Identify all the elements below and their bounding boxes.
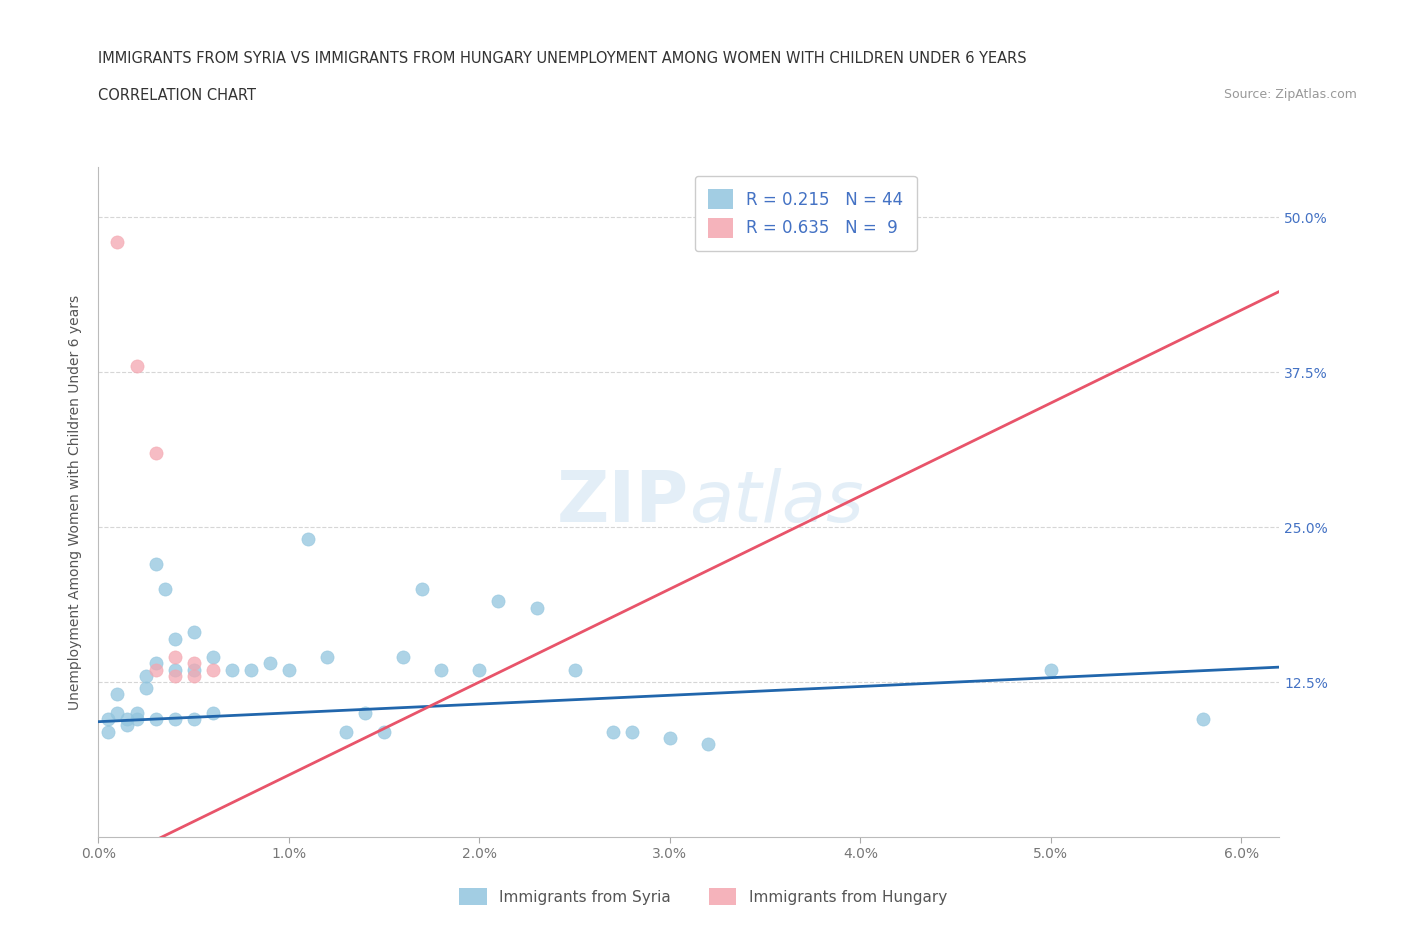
- Point: [221, 662, 243, 677]
- Point: [468, 662, 491, 677]
- Point: [620, 724, 643, 739]
- Legend: R = 0.215   N = 44, R = 0.635   N =  9: R = 0.215 N = 44, R = 0.635 N = 9: [695, 176, 917, 251]
- Point: [430, 662, 453, 677]
- Point: [697, 737, 720, 751]
- Point: [354, 706, 377, 721]
- Point: [392, 650, 415, 665]
- Point: [183, 656, 205, 671]
- Point: [115, 718, 138, 733]
- Point: [163, 650, 186, 665]
- Legend: Immigrants from Syria, Immigrants from Hungary: Immigrants from Syria, Immigrants from H…: [451, 880, 955, 913]
- Point: [163, 631, 186, 646]
- Point: [135, 681, 157, 696]
- Text: Source: ZipAtlas.com: Source: ZipAtlas.com: [1223, 88, 1357, 101]
- Point: [163, 669, 186, 684]
- Point: [201, 650, 224, 665]
- Text: CORRELATION CHART: CORRELATION CHART: [98, 88, 256, 103]
- Point: [658, 730, 681, 745]
- Point: [183, 711, 205, 726]
- Point: [107, 234, 129, 249]
- Point: [1192, 711, 1215, 726]
- Point: [145, 656, 167, 671]
- Point: [135, 669, 157, 684]
- Point: [145, 711, 167, 726]
- Point: [153, 581, 176, 596]
- Point: [602, 724, 624, 739]
- Point: [97, 711, 120, 726]
- Text: IMMIGRANTS FROM SYRIA VS IMMIGRANTS FROM HUNGARY UNEMPLOYMENT AMONG WOMEN WITH C: IMMIGRANTS FROM SYRIA VS IMMIGRANTS FROM…: [98, 51, 1026, 66]
- Point: [526, 600, 548, 615]
- Point: [183, 662, 205, 677]
- Point: [239, 662, 262, 677]
- Text: atlas: atlas: [689, 468, 863, 537]
- Point: [183, 669, 205, 684]
- Point: [335, 724, 357, 739]
- Point: [201, 662, 224, 677]
- Point: [259, 656, 281, 671]
- Point: [1039, 662, 1062, 677]
- Point: [297, 532, 319, 547]
- Point: [125, 358, 148, 373]
- Point: [115, 711, 138, 726]
- Y-axis label: Unemployment Among Women with Children Under 6 years: Unemployment Among Women with Children U…: [69, 295, 83, 710]
- Point: [488, 594, 510, 609]
- Point: [145, 557, 167, 572]
- Point: [183, 625, 205, 640]
- Point: [125, 706, 148, 721]
- Point: [373, 724, 395, 739]
- Point: [145, 662, 167, 677]
- Point: [316, 650, 339, 665]
- Point: [201, 706, 224, 721]
- Point: [145, 445, 167, 460]
- Point: [107, 687, 129, 702]
- Point: [163, 711, 186, 726]
- Point: [411, 581, 433, 596]
- Point: [107, 706, 129, 721]
- Text: ZIP: ZIP: [557, 468, 689, 537]
- Point: [277, 662, 299, 677]
- Point: [97, 724, 120, 739]
- Point: [125, 711, 148, 726]
- Point: [163, 662, 186, 677]
- Point: [564, 662, 586, 677]
